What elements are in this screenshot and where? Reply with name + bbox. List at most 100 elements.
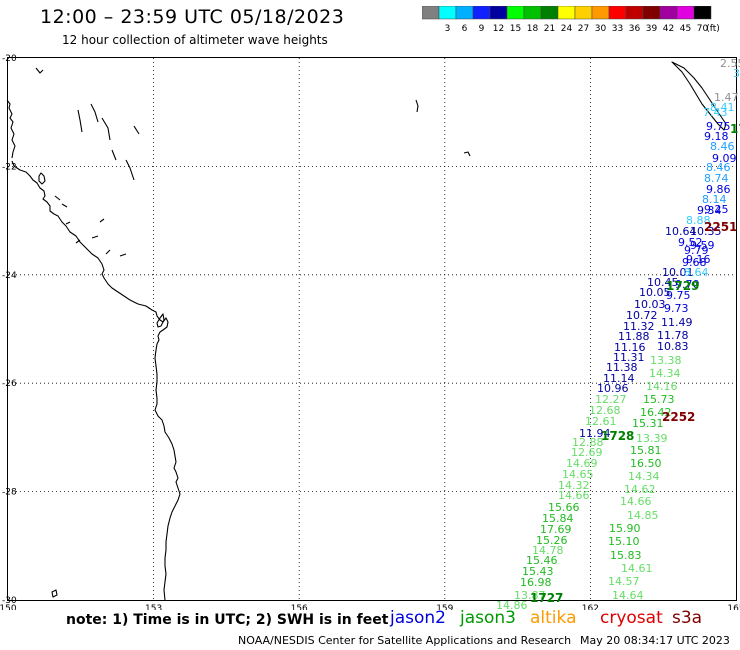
wave-height-obs: 8.64 — [684, 266, 709, 279]
wave-height-obs: 13.38 — [650, 354, 682, 367]
legend-label: 12 — [493, 24, 504, 34]
pass-time-label: 1729 — [666, 279, 699, 293]
lat-tick-label: -26 — [2, 379, 17, 389]
wave-height-obs: 15.90 — [609, 522, 641, 535]
wave-height-obs: 15.31 — [632, 417, 664, 430]
lon-tick-label: 165 — [727, 604, 740, 610]
wave-height-obs: 9.25 — [704, 203, 729, 216]
reef-islet — [77, 109, 83, 133]
legend-label: 9 — [479, 24, 485, 34]
wave-height-obs: 11.49 — [661, 316, 693, 329]
legend-label: 15 — [510, 24, 521, 34]
reef-islet — [61, 203, 68, 208]
wave-height-obs: 13.39 — [636, 432, 668, 445]
wave-height-obs: 15.84 — [542, 512, 574, 525]
wave-height-obs: 12.61 — [585, 415, 617, 428]
reef-islet — [35, 67, 44, 74]
wave-height-obs: 1.47 — [714, 91, 739, 104]
wave-height-obs: 11.16 — [614, 341, 646, 354]
footnote: note: 1) Time is in UTC; 2) SWH is in fe… — [66, 612, 389, 628]
reef-islet — [101, 117, 111, 141]
pass-time-label: 1728 — [601, 429, 634, 443]
wave-height-obs: 8.88 — [686, 214, 711, 227]
lon-tick-label: 150 — [0, 604, 17, 610]
wave-height-obs: 15.83 — [610, 549, 642, 562]
wave-height-obs: 9.79 — [684, 244, 709, 257]
legend-label: 45 — [680, 24, 691, 34]
coastline — [6, 61, 727, 601]
wave-height-obs: 14.69 — [566, 457, 598, 470]
mainland-coastline — [11, 160, 181, 601]
wave-height-obs: 14.62 — [624, 483, 656, 496]
lon-tick-label: 156 — [291, 604, 308, 610]
legend-swatch — [693, 6, 712, 20]
wave-height-obs: 14.85 — [627, 509, 659, 522]
wave-height-obs: 14.66 — [558, 489, 590, 502]
map-frame — [7, 57, 737, 601]
reef-islet — [99, 218, 105, 223]
legend-label: 39 — [646, 24, 658, 34]
wave-height-obs: 15.43 — [522, 565, 554, 578]
reef-islet — [91, 235, 99, 239]
wave-height-obs: 12.69 — [571, 446, 603, 459]
wave-height-obs: 9.16 — [686, 253, 711, 266]
wave-height-obs: 10.72 — [626, 309, 658, 322]
wave-height-obs: 8.46 — [710, 140, 735, 153]
wave-height-obs: 9.75 — [666, 289, 691, 302]
wave-height-obs: 14.78 — [532, 544, 564, 557]
pass-time-label: 1727 — [530, 591, 563, 605]
map-title: 12:00 – 23:59 UTC 05/18/2023 — [40, 6, 345, 28]
island-outline — [51, 589, 58, 598]
reef-islet — [54, 195, 61, 201]
wave-height-obs: 13.87 — [514, 589, 546, 602]
wave-height-obs: 10.05 — [639, 286, 671, 299]
wave-height-obs: 15.81 — [630, 444, 662, 457]
wave-height-obs: 16.42 — [640, 406, 672, 419]
lat-tick-label: -28 — [2, 488, 17, 498]
wave-height-obs: 11.88 — [618, 330, 650, 343]
lat-tick-label: -22 — [2, 162, 17, 172]
wave-height-obs: 15.10 — [608, 535, 640, 548]
lat-lon-grid — [8, 58, 736, 600]
wave-height-obs: 8.41 — [710, 101, 735, 114]
wave-height-obs: 3.16 — [733, 67, 740, 80]
wave-height-obs: 12.68 — [589, 404, 621, 417]
reef-islet — [111, 149, 117, 161]
wave-height-obs: 14.65 — [562, 468, 594, 481]
wave-height-obs: 11.31 — [613, 351, 645, 364]
reef-islet — [105, 249, 111, 255]
wave-height-obs: 14.61 — [621, 562, 653, 575]
satellite-label-jason3: jason3 — [460, 608, 516, 628]
legend-label: 6 — [462, 24, 468, 34]
wave-height-obs: 8.14 — [702, 193, 727, 206]
reef-islet — [415, 99, 419, 113]
wave-height-obs: 10.64 — [665, 225, 697, 238]
wave-height-legend: 3 6 9 12 15 18 21 24 27 30 33 36 39 42 45 70 (ft) — [422, 6, 720, 34]
wave-height-obs: 9.86 — [706, 183, 731, 196]
wave-height-obs: 14.66 — [620, 495, 652, 508]
wave-height-obs: 9.59 — [690, 239, 715, 252]
satellite-label-jason2: jason2 — [390, 608, 446, 628]
wave-height-obs: 14.16 — [646, 380, 678, 393]
wave-height-obs: 16.50 — [630, 457, 662, 470]
wave-height-obs: 16.98 — [520, 576, 552, 589]
wave-height-obs: 11.78 — [657, 329, 689, 342]
lon-tick-label: 159 — [436, 604, 453, 610]
lat-tick-label: -30 — [2, 596, 17, 606]
legend-label: 30 — [595, 24, 607, 34]
reef-islet — [119, 253, 127, 257]
reef-islet — [463, 151, 471, 157]
map-subtitle: 12 hour collection of altimeter wave hei… — [62, 33, 328, 47]
wave-height-obs: 15.73 — [643, 393, 675, 406]
satellite-label-s3a: s3a — [672, 608, 703, 628]
wave-height-obs: 15.26 — [536, 534, 568, 547]
lat-tick-label: -20 — [2, 54, 17, 64]
legend-label: 33 — [612, 24, 623, 34]
legend-label: 36 — [629, 24, 641, 34]
wave-height-obs: 11.14 — [603, 372, 635, 385]
legend-label: 24 — [561, 24, 573, 34]
lon-tick-label: 153 — [145, 604, 162, 610]
wave-height-obs: 2.55 — [720, 57, 740, 70]
wave-height-obs: 11.94 — [579, 427, 611, 440]
wave-height-obs: 10.01 — [662, 266, 694, 279]
